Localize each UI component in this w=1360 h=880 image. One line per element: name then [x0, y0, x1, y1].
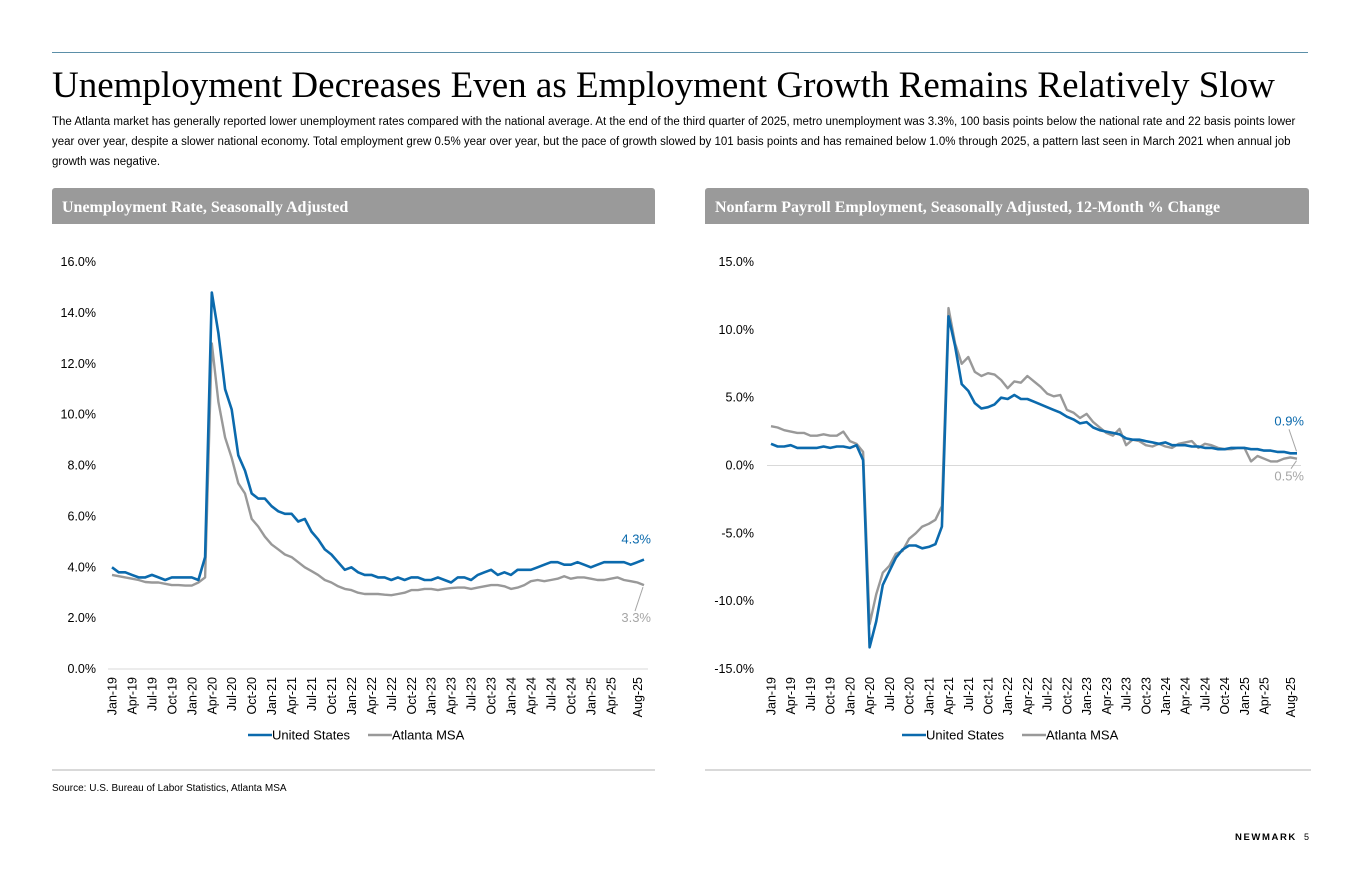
x-tick-label: Jan-25	[584, 677, 598, 715]
x-tick-label: Oct-20	[903, 677, 917, 715]
us-end-value-label: 4.3%	[621, 532, 651, 547]
y-tick-label: 12.0%	[61, 357, 96, 371]
y-tick-label: 4.0%	[68, 560, 97, 574]
x-tick-label: Jan-23	[425, 677, 439, 715]
x-tick-label: Oct-24	[564, 677, 578, 715]
x-tick-label: Apr-24	[524, 677, 538, 715]
x-tick-label: Oct-19	[824, 677, 838, 715]
y-tick-label: 10.0%	[719, 323, 754, 337]
x-tick-label: Oct-24	[1218, 677, 1232, 715]
x-tick-label: Jan-24	[505, 677, 519, 715]
atlanta-series-line	[770, 306, 1298, 626]
x-tick-label: Jan-19	[106, 677, 120, 715]
x-tick-label: Apr-22	[1021, 677, 1035, 715]
x-tick-label: Jan-21	[922, 677, 936, 715]
legend-us-label: United States	[272, 728, 351, 743]
legend-us-label: United States	[926, 728, 1005, 743]
x-tick-label: Oct-22	[1060, 677, 1074, 715]
x-tick-label: Jul-22	[385, 677, 399, 711]
atlanta-end-value-label: 3.3%	[621, 610, 651, 625]
us-label-leader	[1288, 429, 1297, 452]
x-tick-label: Jul-23	[1120, 677, 1134, 711]
x-tick-label: Aug-25	[1284, 677, 1298, 717]
y-tick-label: 15.0%	[719, 255, 754, 269]
x-tick-label: Jul-24	[544, 677, 558, 711]
x-tick-label: Jul-20	[883, 677, 897, 711]
x-tick-label: Aug-25	[631, 677, 645, 717]
y-tick-label: 0.0%	[68, 662, 97, 676]
y-tick-label: 0.0%	[726, 459, 755, 473]
intro-paragraph: The Atlanta market has generally reporte…	[52, 116, 1296, 168]
us-series-line	[770, 315, 1297, 649]
y-tick-label: 14.0%	[61, 306, 96, 320]
atlanta-label-leader	[1290, 460, 1297, 469]
unemployment-rate-chart: 0.0% 2.0% 4.0% 6.0% 8.0% 10.0% 12.0% 14.0% 16.0%…	[61, 255, 652, 743]
x-tick-label: Jan-20	[843, 677, 857, 715]
x-tick-label: Jul-21	[305, 677, 319, 711]
y-tick-label: 16.0%	[61, 255, 96, 269]
x-tick-label: Apr-21	[285, 677, 299, 715]
atlanta-end-value-label: 0.5%	[1274, 469, 1304, 484]
x-tick-label: Jul-24	[1198, 677, 1212, 711]
x-tick-label: Jul-19	[145, 677, 159, 711]
page-number: 5	[1304, 832, 1310, 842]
x-tick-label: Oct-21	[325, 677, 339, 715]
x-tick-label: Jan-22	[1001, 677, 1015, 715]
x-tick-label: Apr-23	[1100, 677, 1114, 715]
atlanta-series-line	[111, 342, 645, 597]
x-tick-label: Apr-25	[604, 677, 618, 715]
x-tick-label: Jan-24	[1159, 677, 1173, 715]
y-tick-label: -15.0%	[714, 662, 754, 676]
x-tick-label: Jan-22	[345, 677, 359, 715]
y-tick-label: 6.0%	[68, 509, 97, 523]
y-tick-label: -5.0%	[721, 526, 754, 540]
x-tick-label: Oct-19	[165, 677, 179, 715]
x-tick-label: Jul-20	[225, 677, 239, 711]
x-tick-label: Jan-19	[765, 677, 779, 715]
brand-logo: NEWMARK	[1235, 832, 1297, 843]
x-tick-label: Oct-20	[245, 677, 259, 715]
right-bottom-rule	[705, 769, 1311, 771]
x-tick-label: Apr-21	[942, 677, 956, 715]
x-tick-label: Oct-23	[1139, 677, 1153, 715]
x-tick-label: Jul-23	[465, 677, 479, 711]
x-tick-label: Apr-20	[863, 677, 877, 715]
x-tick-label: Apr-20	[205, 677, 219, 715]
x-tick-label: Oct-23	[485, 677, 499, 715]
unemployment-chart-header: Unemployment Rate, Seasonally Adjusted	[52, 188, 655, 224]
x-tick-label: Oct-21	[981, 677, 995, 715]
source-note: Source: U.S. Bureau of Labor Statistics,…	[52, 783, 287, 794]
x-tick-label: Jul-21	[962, 677, 976, 711]
x-tick-label: Jul-22	[1041, 677, 1055, 711]
payroll-chart-header: Nonfarm Payroll Employment, Seasonally A…	[705, 188, 1309, 224]
y-tick-label: 5.0%	[726, 391, 755, 405]
y-tick-label: 8.0%	[68, 459, 97, 473]
legend-atlanta-label: Atlanta MSA	[1046, 728, 1119, 743]
top-rule	[52, 52, 1308, 53]
y-tick-label: -10.0%	[714, 594, 754, 608]
x-tick-label: Apr-25	[1258, 677, 1272, 715]
x-tick-label: Apr-23	[445, 677, 459, 715]
x-tick-label: Oct-22	[405, 677, 419, 715]
left-bottom-rule	[52, 769, 655, 771]
x-tick-label: Apr-19	[784, 677, 798, 715]
x-tick-label: Apr-19	[125, 677, 139, 715]
x-tick-label: Apr-22	[365, 677, 379, 715]
x-tick-label: Jan-20	[185, 677, 199, 715]
x-tick-label: Jul-19	[804, 677, 818, 711]
legend-atlanta-label: Atlanta MSA	[392, 728, 465, 743]
us-series-line	[111, 291, 645, 584]
x-tick-label: Jan-23	[1080, 677, 1094, 715]
atlanta-label-leader	[634, 586, 644, 612]
x-tick-label: Jan-21	[265, 677, 279, 715]
y-tick-label: 10.0%	[61, 408, 96, 422]
page-title: Unemployment Decreases Even as Employmen…	[52, 65, 1275, 106]
payroll-employment-chart: -15.0% -10.0% -5.0% 0.0% 5.0% 10.0% 15.0% Jan-1…	[714, 255, 1304, 743]
x-tick-label: Apr-24	[1179, 677, 1193, 715]
x-tick-label: Jan-25	[1238, 677, 1252, 715]
us-end-value-label: 0.9%	[1274, 413, 1304, 428]
y-tick-label: 2.0%	[68, 611, 97, 625]
